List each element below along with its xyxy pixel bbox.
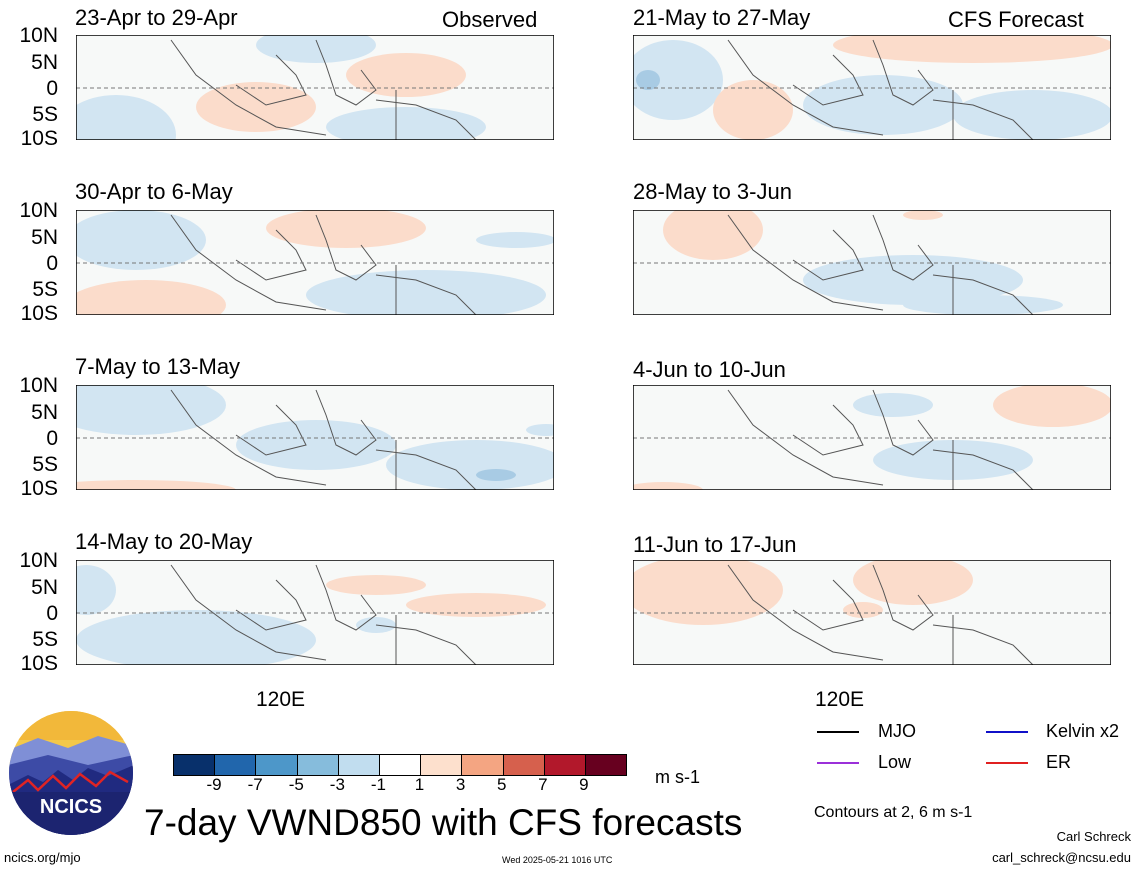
colorbar-tick-label: 5 <box>496 775 507 794</box>
lat-label: 10N <box>19 374 58 397</box>
coastline <box>170 564 477 665</box>
colorbar-tick-label: -1 <box>370 775 387 794</box>
map-panel-fc-3 <box>633 385 1111 490</box>
footer-timestamp: Wed 2025-05-21 1016 UTC <box>502 855 613 865</box>
coastline <box>170 389 477 490</box>
colorbar-tick-label: 1 <box>414 775 425 794</box>
colorbar-tick-label: 9 <box>579 775 589 794</box>
colorbar-swatch <box>174 755 216 775</box>
colorbar-swatch <box>297 755 339 775</box>
legend-label-low: Low <box>878 752 912 772</box>
colorbar-swatch <box>503 755 545 775</box>
legend-line-kelvin <box>986 731 1028 733</box>
legend-label-kelvin: Kelvin x2 <box>1046 721 1120 741</box>
lat-label: 0 <box>46 252 58 275</box>
coastline <box>727 39 1034 140</box>
lat-label: 10S <box>20 477 58 500</box>
colorbar-swatch <box>215 755 257 775</box>
legend-label-mjo: MJO <box>878 721 916 741</box>
panel-title-fc-3: 4-Jun to 10-Jun <box>633 357 786 382</box>
panel-title-fc-4: 11-Jun to 17-Jun <box>633 532 797 557</box>
footer-author: Carl Schreck <box>1056 829 1131 844</box>
panel-title-obs-4: 14-May to 20-May <box>75 529 253 554</box>
colorbar-tick-label: -9 <box>206 775 222 794</box>
lat-label: 5N <box>31 576 58 599</box>
lon-label-left: 120E <box>256 688 306 711</box>
footer-email[interactable]: carl_schreck@ncsu.edu <box>992 850 1131 865</box>
lat-label: 10N <box>19 199 58 222</box>
logo-text: NCICS <box>40 796 102 818</box>
lat-label: 0 <box>46 77 58 100</box>
lat-label: 5S <box>32 453 58 476</box>
map-panel-fc-2 <box>633 210 1111 315</box>
ncics-logo: NCICS <box>8 710 134 836</box>
lat-label: 10S <box>20 302 58 325</box>
lat-label: 10N <box>19 549 58 572</box>
lat-label: 10N <box>19 24 58 47</box>
legend-line-low <box>817 762 859 764</box>
panel-title-obs-1: 23-Apr to 29-Apr <box>75 5 238 30</box>
main-title: 7-day VWND850 with CFS forecasts <box>144 802 743 843</box>
colorbar-swatch <box>462 755 504 775</box>
coastline <box>727 214 1034 315</box>
colorbar-tick-label: -7 <box>247 775 263 794</box>
lat-label: 5N <box>31 226 58 249</box>
colorbar <box>173 754 627 776</box>
coastline <box>170 214 477 315</box>
colorbar-swatch <box>256 755 298 775</box>
panel-title-fc-1: 21-May to 27-May <box>633 5 811 30</box>
map-panel-obs-4 <box>76 560 554 665</box>
panel-title-fc-2: 28-May to 3-Jun <box>633 179 792 204</box>
lat-label: 5S <box>32 103 58 126</box>
colorbar-unit: m s-1 <box>655 767 700 787</box>
colorbar-swatch <box>585 755 627 775</box>
colorbar-tick-label: 7 <box>538 775 548 794</box>
map-panel-obs-2 <box>76 210 554 315</box>
colorbar-tick-label: 3 <box>455 775 466 794</box>
colorbar-swatch <box>421 755 463 775</box>
map-panel-obs-3 <box>76 385 554 490</box>
lat-label: 0 <box>46 427 58 450</box>
contour-note: Contours at 2, 6 m s-1 <box>814 804 973 821</box>
map-panel-fc-1 <box>633 35 1111 140</box>
coastline <box>170 39 477 140</box>
lat-label: 10S <box>20 127 58 150</box>
map-panel-fc-4 <box>633 560 1111 665</box>
legend-line-er <box>986 762 1028 764</box>
legend-label-er: ER <box>1046 752 1072 772</box>
lat-label: 5S <box>32 628 58 651</box>
colorbar-swatch <box>338 755 380 775</box>
colorbar-swatch <box>544 755 586 775</box>
forecast-heading: CFS Forecast <box>948 7 1084 32</box>
lat-label: 5N <box>31 51 58 74</box>
panel-title-obs-2: 30-Apr to 6-May <box>75 179 233 204</box>
panel-title-obs-3: 7-May to 13-May <box>75 354 241 379</box>
colorbar-labels: -9 -7 -5 -3 -1 1 3 5 7 9 <box>173 775 627 797</box>
footer-url[interactable]: ncics.org/mjo <box>4 850 81 865</box>
coastline <box>727 564 1034 665</box>
lat-label: 5N <box>31 401 58 424</box>
colorbar-swatch <box>379 755 422 775</box>
lat-label: 5S <box>32 278 58 301</box>
colorbar-tick-label: -3 <box>329 775 345 794</box>
lon-label-right: 120E <box>815 688 865 711</box>
coastline <box>727 389 1034 490</box>
map-panel-obs-1 <box>76 35 554 140</box>
legend-line-mjo <box>817 731 859 733</box>
colorbar-tick-label: -5 <box>288 775 304 794</box>
observed-heading: Observed <box>442 7 538 32</box>
lat-label: 10S <box>20 652 58 675</box>
lat-label: 0 <box>46 602 58 625</box>
